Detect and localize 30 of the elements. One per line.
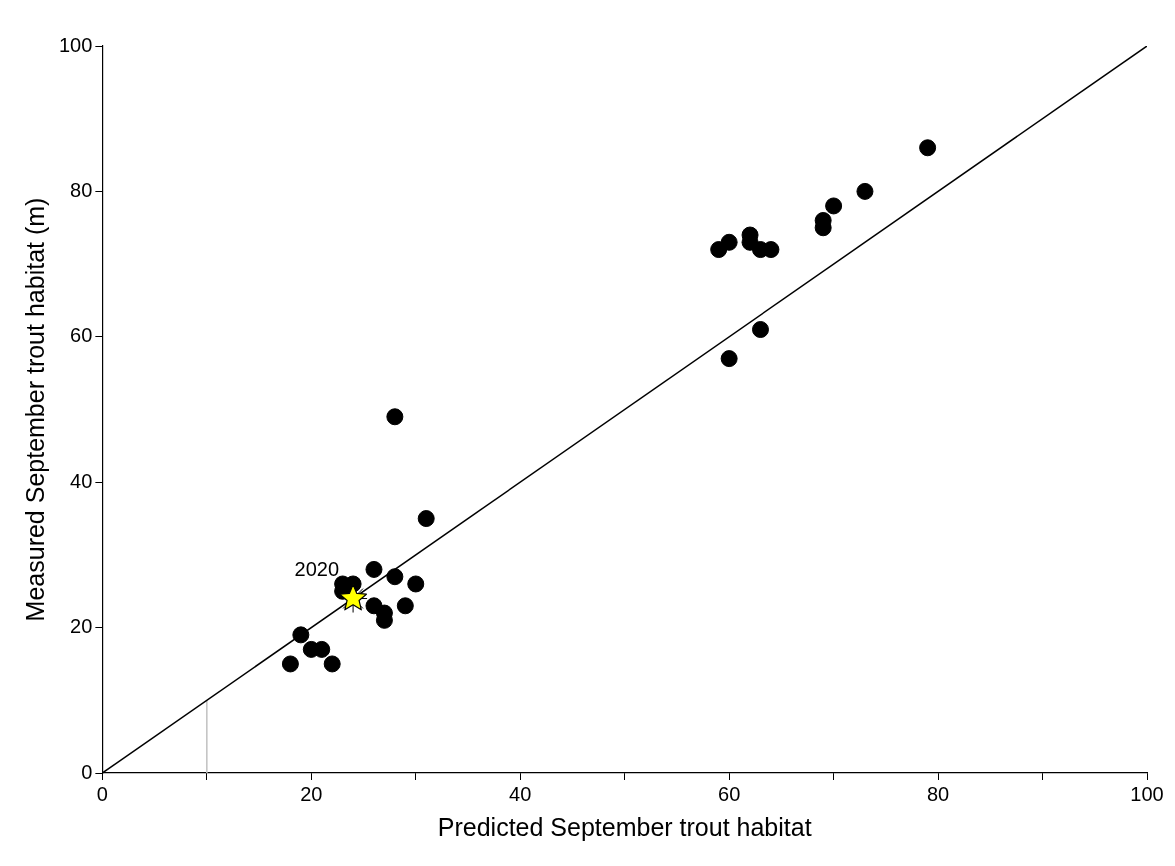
y-tick-label: 60 [70, 324, 93, 347]
point [292, 626, 310, 644]
point [856, 182, 874, 200]
x-tick-label: 20 [300, 782, 323, 805]
point [720, 350, 738, 368]
y-axis-title: Measured September trout habitat (m) [20, 197, 49, 622]
point [396, 597, 414, 615]
point [751, 321, 769, 339]
annotation: 2020 [294, 558, 340, 581]
point [919, 139, 937, 157]
y-tick-label: 20 [70, 615, 93, 638]
y-tick-label: 80 [70, 178, 93, 201]
y-tick-label: 100 [58, 33, 93, 56]
point [407, 575, 425, 593]
point [386, 408, 404, 426]
x-tick-label: 40 [509, 782, 532, 805]
x-axis-title: Predicted September trout habitat [437, 812, 812, 841]
y-tick-label: 0 [81, 760, 93, 783]
x-tick-label: 100 [1130, 782, 1164, 805]
x-tick-label: 0 [96, 782, 108, 805]
point [720, 233, 738, 251]
point [386, 568, 404, 586]
point [365, 560, 383, 578]
x-tick-label: 80 [926, 782, 950, 805]
point [417, 510, 435, 528]
x-tick-label: 60 [718, 782, 741, 805]
point [323, 655, 341, 673]
y-tick-label: 40 [70, 469, 93, 492]
point [281, 655, 299, 673]
point [825, 197, 843, 215]
